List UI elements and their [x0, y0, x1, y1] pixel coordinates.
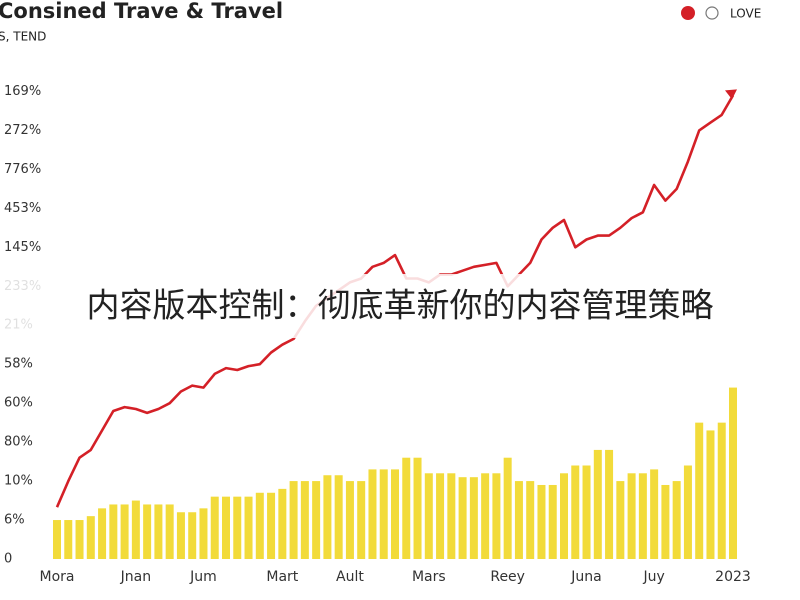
bar — [571, 465, 580, 559]
bar — [75, 520, 84, 559]
bar — [154, 504, 163, 559]
bar — [582, 465, 591, 559]
bar — [514, 481, 523, 559]
bar — [289, 481, 298, 559]
line — [55, 94, 735, 508]
bar — [345, 481, 354, 559]
x-tick-label: Mars — [412, 569, 446, 585]
y-tick-label: 453% — [4, 201, 41, 216]
bar — [526, 481, 535, 559]
y-tick-label: 776% — [4, 162, 41, 177]
bar — [278, 488, 287, 559]
legend-label: LOVE — [730, 7, 761, 21]
bar — [492, 473, 501, 559]
y-tick-label: 60% — [4, 396, 33, 411]
bar — [593, 449, 602, 559]
bar — [120, 504, 129, 559]
y-tick-label: 80% — [4, 435, 33, 450]
bar — [436, 473, 445, 559]
bar — [672, 481, 681, 559]
bar — [729, 387, 737, 559]
legend-marker-hollow — [705, 6, 719, 20]
bar — [233, 496, 242, 559]
bar — [210, 496, 219, 559]
bar — [627, 473, 636, 559]
bar — [616, 481, 625, 559]
bar — [413, 457, 422, 559]
bar — [391, 469, 399, 559]
bar — [98, 508, 107, 559]
bar — [379, 469, 388, 559]
bar — [165, 504, 174, 559]
bar — [244, 496, 253, 559]
x-tick-label: Mart — [266, 569, 298, 585]
bar — [143, 504, 152, 559]
bar — [368, 469, 377, 559]
bar — [267, 492, 276, 559]
bar — [222, 496, 230, 559]
x-tick-label: Ault — [336, 569, 364, 585]
bar — [661, 484, 670, 559]
bar — [706, 430, 715, 559]
bar — [717, 422, 726, 559]
y-tick-label: 58% — [4, 357, 33, 372]
chart-subtitle: S, TEND — [0, 30, 46, 44]
bar — [503, 457, 512, 559]
x-tick-label: Jnan — [120, 569, 151, 585]
bar — [312, 481, 321, 559]
bar — [86, 516, 95, 559]
y-tick-label: 6% — [4, 513, 25, 528]
bar — [560, 473, 568, 559]
bar — [650, 469, 659, 559]
y-tick-label: 145% — [4, 240, 41, 255]
bar — [458, 477, 467, 559]
chart-title: Consined Trave & Travel — [0, 0, 283, 23]
bar — [357, 481, 366, 559]
bar — [447, 473, 456, 559]
arrow-head — [725, 89, 737, 100]
bar — [323, 475, 332, 559]
x-tick-label: 2023 — [715, 569, 751, 585]
y-tick-label: 0 — [4, 552, 12, 567]
bar — [469, 477, 478, 559]
y-tick-label: 169% — [4, 84, 41, 99]
bar — [481, 473, 490, 559]
bar — [64, 520, 73, 559]
bar — [683, 465, 692, 559]
x-tick-label: Reey — [490, 569, 525, 585]
bar — [300, 481, 309, 559]
bar — [188, 512, 197, 559]
y-tick-label: 272% — [4, 123, 41, 138]
bar — [131, 500, 140, 559]
bar — [695, 422, 704, 559]
x-tick-label: Juna — [570, 569, 601, 585]
overlay-band — [0, 274, 800, 338]
bar — [424, 473, 433, 559]
x-tick-label: Juy — [642, 569, 664, 585]
x-tick-label: Mora — [40, 569, 75, 585]
bar — [199, 508, 208, 559]
bar — [53, 520, 61, 559]
bar — [402, 457, 411, 559]
x-tick-label: Jum — [189, 569, 217, 585]
bar — [638, 473, 647, 559]
bar — [176, 512, 185, 559]
bar — [605, 449, 614, 559]
y-tick-label: 10% — [4, 474, 33, 489]
bar — [334, 475, 343, 559]
bar — [109, 504, 118, 559]
overlay-text: 内容版本控制：彻底革新你的内容管理策略 — [87, 286, 714, 325]
bar — [548, 484, 557, 559]
bar — [255, 492, 264, 559]
legend-marker — [681, 6, 695, 20]
bar — [537, 484, 546, 559]
